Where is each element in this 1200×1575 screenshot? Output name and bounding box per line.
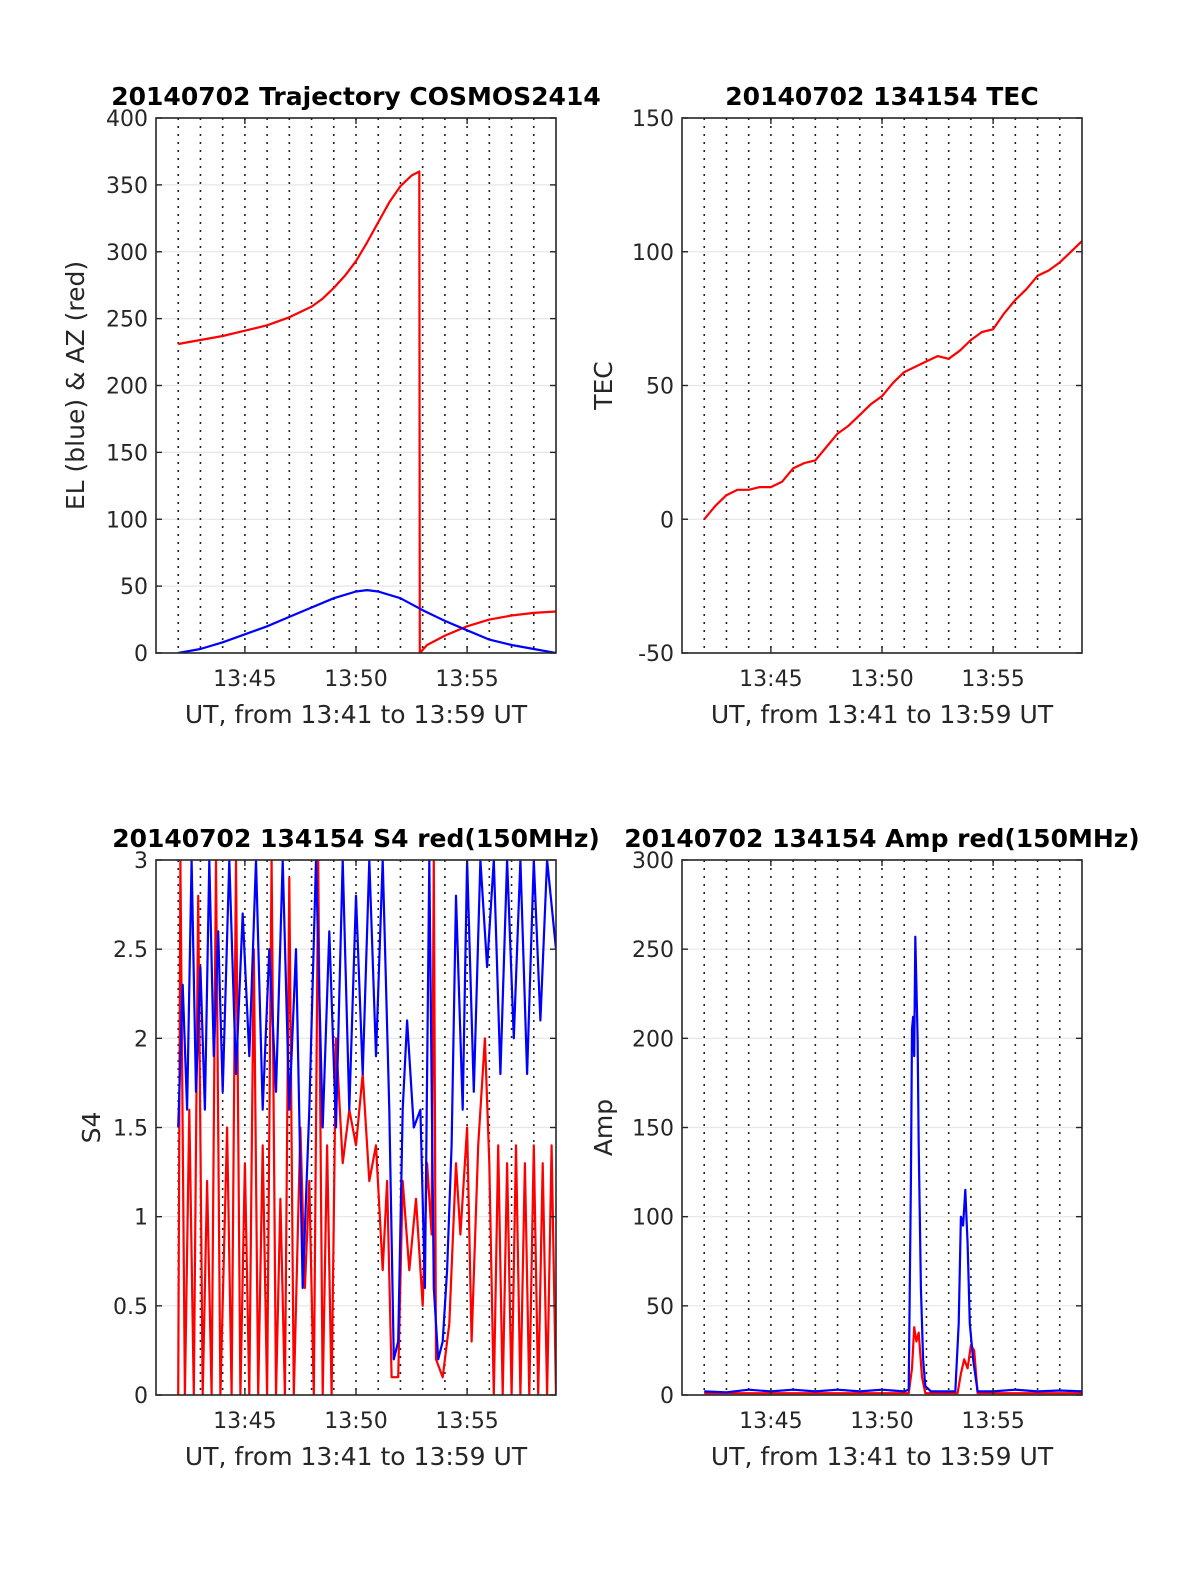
y-tick-label: 1 [134, 1206, 148, 1231]
panel-s4: 0 0.5 1 1.5 2 2.5 3 13:45 13:50 13:55 20140702 134… [77, 824, 600, 1471]
y-tick-label: 100 [632, 241, 674, 266]
series-line [177, 860, 556, 1361]
x-tick-label: 13:45 [213, 667, 276, 692]
series-line [177, 860, 556, 1395]
y-tick-label: 300 [632, 849, 674, 874]
chart-title: 20140702 Trajectory COSMOS2414 [111, 82, 601, 111]
y-tick-label: 150 [632, 107, 674, 132]
y-tick-label: 2.5 [113, 938, 148, 963]
x-axis-label: UT, from 13:41 to 13:59 UT [711, 1442, 1054, 1471]
x-tick-label: 13:50 [324, 667, 387, 692]
series-line [703, 240, 1082, 521]
y-tick-label: 100 [632, 1206, 674, 1231]
y-tick-label: 2 [134, 1027, 148, 1052]
y-tick-label: 0 [660, 508, 674, 533]
y-tick-label: 50 [646, 375, 674, 400]
y-tick-label: 150 [106, 441, 148, 466]
x-tick-label: 13:55 [961, 667, 1024, 692]
x-tick-label: 13:50 [850, 1409, 913, 1434]
y-tick-label: 0.5 [113, 1295, 148, 1320]
y-tick-label: 50 [120, 575, 148, 600]
panel-tec: -50 0 50 100 150 13:45 13:50 13:55 20140702 1341… [589, 82, 1083, 729]
y-tick-label: 250 [632, 938, 674, 963]
y-tick-label: 3 [134, 849, 148, 874]
series-line [704, 935, 1082, 1394]
y-tick-label: 0 [134, 1384, 148, 1409]
y-axis-label: S4 [77, 1112, 106, 1144]
y-tick-label: 300 [106, 241, 148, 266]
y-axis-label: TEC [589, 361, 618, 411]
x-axis-label: UT, from 13:41 to 13:59 UT [711, 700, 1054, 729]
x-tick-label: 13:55 [435, 1409, 498, 1434]
panel-trajectory: 0 50 100 150 200 250 300 350 400 13:45 13:50 13:55 2… [61, 82, 601, 729]
y-tick-label: -50 [638, 642, 674, 667]
x-tick-label: 13:55 [435, 667, 498, 692]
series-line [178, 170, 556, 653]
y-tick-label: 200 [106, 375, 148, 400]
y-axis-label: EL (blue) & AZ (red) [61, 261, 90, 510]
y-tick-label: 200 [632, 1027, 674, 1052]
y-axis-label: Amp [589, 1099, 618, 1156]
y-tick-label: 1.5 [113, 1117, 148, 1142]
y-tick-label: 250 [106, 308, 148, 333]
x-axis-label: UT, from 13:41 to 13:59 UT [185, 1442, 528, 1471]
x-tick-label: 13:45 [213, 1409, 276, 1434]
x-tick-label: 13:45 [739, 667, 802, 692]
x-tick-label: 13:50 [324, 1409, 387, 1434]
y-tick-label: 0 [660, 1384, 674, 1409]
y-tick-label: 0 [134, 642, 148, 667]
chart-title: 20140702 134154 Amp red(150MHz) [624, 824, 1140, 853]
y-tick-label: 50 [646, 1295, 674, 1320]
y-tick-label: 100 [106, 508, 148, 533]
chart-title: 20140702 134154 S4 red(150MHz) [112, 824, 600, 853]
x-tick-label: 13:45 [739, 1409, 802, 1434]
y-tick-label: 400 [106, 107, 148, 132]
chart-title: 20140702 134154 TEC [725, 82, 1038, 111]
series-line [178, 589, 556, 653]
y-tick-label: 350 [106, 174, 148, 199]
x-axis-label: UT, from 13:41 to 13:59 UT [185, 700, 528, 729]
panel-amp: 0 50 100 150 200 250 300 13:45 13:50 13:55 2014070… [589, 824, 1140, 1471]
x-tick-label: 13:55 [961, 1409, 1024, 1434]
y-tick-label: 150 [632, 1117, 674, 1142]
x-tick-label: 13:50 [850, 667, 913, 692]
